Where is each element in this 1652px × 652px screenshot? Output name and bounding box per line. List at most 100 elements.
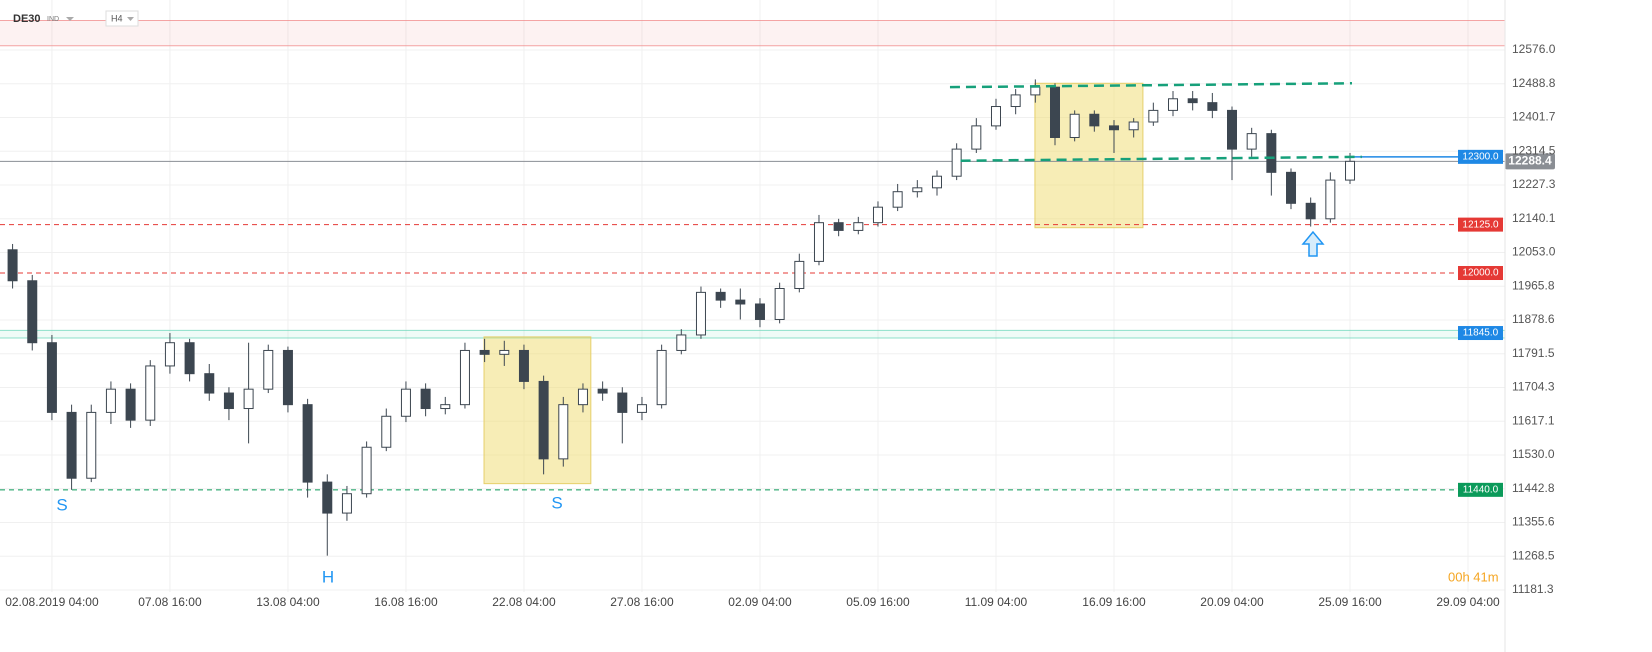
candle-body bbox=[794, 260, 805, 290]
last-price-label: 12288.4 bbox=[1508, 154, 1552, 168]
x-tick-label: 25.09 16:00 bbox=[1318, 595, 1382, 609]
candle-body bbox=[145, 365, 156, 421]
candle-body bbox=[735, 299, 746, 305]
y-tick-label: 11617.1 bbox=[1512, 413, 1555, 427]
candle-body bbox=[263, 349, 274, 390]
timeframe[interactable]: H4 bbox=[111, 13, 123, 23]
candle-body bbox=[1286, 171, 1297, 204]
candle-body bbox=[912, 187, 923, 193]
candle-body bbox=[754, 303, 765, 320]
candle-body bbox=[971, 125, 982, 150]
y-tick-label: 11704.3 bbox=[1512, 380, 1555, 394]
y-tick-label: 12227.3 bbox=[1512, 177, 1556, 191]
candle-body bbox=[420, 388, 431, 410]
y-tick-label: 11791.5 bbox=[1512, 346, 1555, 360]
candle-body bbox=[341, 493, 352, 514]
trend-line bbox=[960, 155, 1362, 162]
candle-body bbox=[1325, 179, 1336, 220]
candle-body bbox=[1187, 98, 1198, 104]
candle-body bbox=[302, 404, 313, 483]
candle-body bbox=[990, 106, 1001, 127]
zone bbox=[0, 330, 1505, 339]
candle-body bbox=[164, 342, 175, 367]
candle-body bbox=[7, 249, 18, 282]
candle-body bbox=[223, 392, 234, 410]
price-tag-label: 12125.0 bbox=[1462, 219, 1499, 230]
candle-body bbox=[951, 148, 962, 177]
price-tag-label: 12300.0 bbox=[1462, 151, 1499, 162]
annotation: S bbox=[551, 493, 562, 512]
candle-body bbox=[538, 380, 549, 460]
candle-body bbox=[400, 388, 411, 417]
candle-body bbox=[1345, 160, 1356, 181]
countdown: 00h 41m bbox=[1448, 569, 1499, 584]
candle-body bbox=[853, 222, 864, 231]
caret bbox=[127, 17, 134, 21]
candle-body bbox=[833, 222, 844, 231]
y-tick-label: 12140.1 bbox=[1512, 211, 1556, 225]
candle-body bbox=[931, 175, 942, 189]
candle-body bbox=[1089, 113, 1100, 127]
candle-body bbox=[86, 411, 97, 479]
annotation: S bbox=[56, 495, 67, 514]
caret bbox=[66, 17, 74, 21]
y-tick-label: 12488.8 bbox=[1512, 76, 1556, 90]
x-tick-label: 07.08 16:00 bbox=[138, 595, 202, 609]
annotation: H bbox=[322, 567, 334, 586]
price-tag-label: 11845.0 bbox=[1463, 328, 1499, 339]
candle-body bbox=[282, 349, 293, 406]
candle-body bbox=[715, 291, 726, 301]
candle-body bbox=[1128, 121, 1139, 131]
arrow-up bbox=[1301, 230, 1325, 257]
candle-body bbox=[695, 291, 706, 336]
last-price-tag bbox=[1505, 153, 1555, 170]
candle-body bbox=[1305, 202, 1316, 220]
candle-body bbox=[1030, 86, 1041, 96]
y-tick-label: 11442.8 bbox=[1512, 481, 1555, 495]
y-tick-label: 11965.8 bbox=[1512, 278, 1555, 292]
candle-body bbox=[656, 349, 667, 406]
candle-body bbox=[518, 349, 529, 382]
x-tick-label: 20.09 04:00 bbox=[1200, 595, 1264, 609]
candle-body bbox=[27, 280, 38, 344]
y-tick-label: 12053.0 bbox=[1512, 245, 1556, 259]
candle-body bbox=[1246, 133, 1257, 150]
highlight-box bbox=[1034, 82, 1144, 229]
candle-body bbox=[459, 349, 470, 406]
timeframe-box[interactable] bbox=[105, 10, 139, 27]
y-tick-label: 12576.0 bbox=[1512, 42, 1556, 56]
candle-body bbox=[322, 481, 333, 514]
candle-body bbox=[1168, 98, 1179, 111]
price-tag bbox=[1458, 266, 1503, 281]
x-tick-label: 29.09 04:00 bbox=[1436, 595, 1500, 609]
candle-body bbox=[813, 222, 824, 262]
price-tag-label: 12000.0 bbox=[1462, 268, 1499, 279]
candle-body bbox=[1010, 94, 1021, 108]
price-tag bbox=[1458, 326, 1503, 341]
zone bbox=[0, 20, 1505, 46]
price-tag bbox=[1458, 217, 1503, 232]
candle-body bbox=[243, 388, 254, 410]
candle-body bbox=[774, 288, 785, 320]
x-tick-label: 02.08.2019 04:00 bbox=[5, 595, 99, 609]
candle-body bbox=[1049, 86, 1060, 138]
candle-body bbox=[872, 206, 883, 224]
x-tick-label: 16.08 16:00 bbox=[374, 595, 438, 609]
symbol-type[interactable]: IND bbox=[47, 16, 59, 23]
candle-body bbox=[479, 349, 490, 355]
highlight-box bbox=[483, 336, 592, 485]
y-tick-label: 12314.5 bbox=[1512, 143, 1556, 157]
x-tick-label: 02.09 04:00 bbox=[728, 595, 792, 609]
candle-body bbox=[1148, 109, 1159, 123]
y-tick-label: 11355.6 bbox=[1512, 515, 1555, 529]
candle-body bbox=[105, 388, 116, 413]
price-tag bbox=[1458, 482, 1503, 497]
candle-body bbox=[1069, 113, 1080, 138]
candle-body bbox=[1108, 125, 1119, 131]
x-tick-label: 11.09 04:00 bbox=[965, 595, 1028, 609]
candle-body bbox=[676, 334, 687, 351]
candle-body bbox=[1207, 102, 1218, 111]
x-tick-label: 13.08 04:00 bbox=[256, 595, 320, 609]
